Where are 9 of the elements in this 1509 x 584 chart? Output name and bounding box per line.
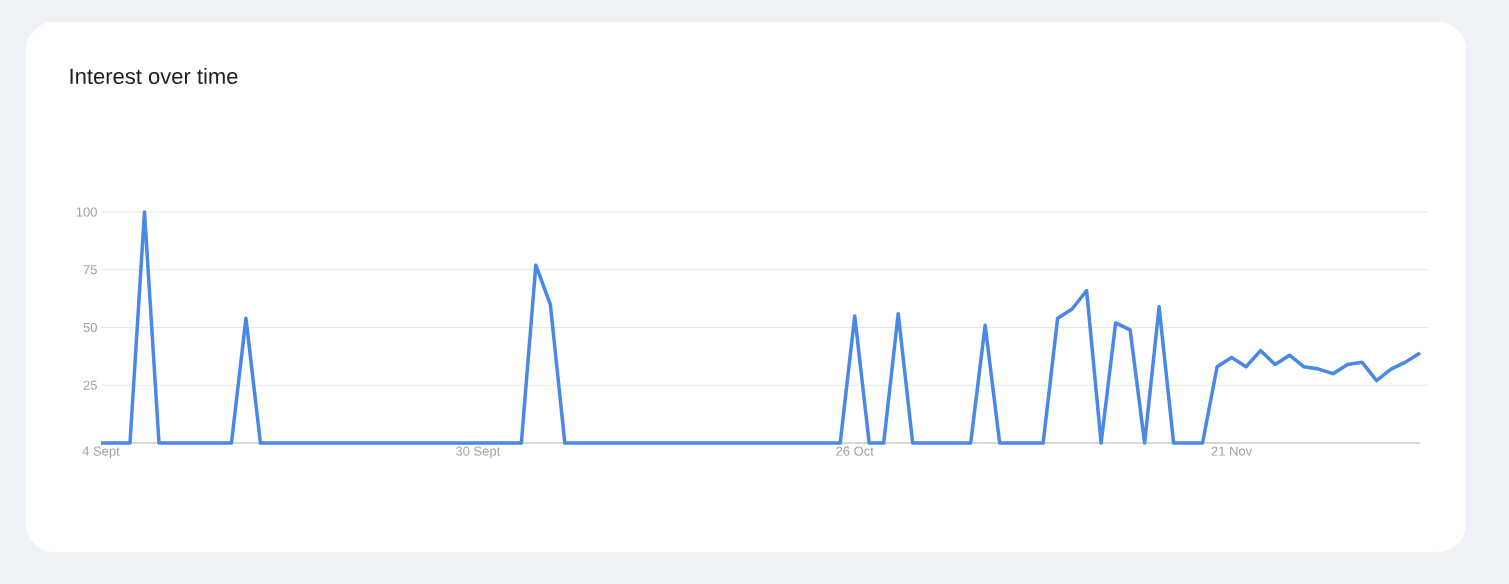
x-tick-label: 30 Sept xyxy=(455,446,501,459)
x-tick-label: 26 Oct xyxy=(836,446,874,456)
y-tick-label: 75 xyxy=(83,265,97,275)
y-tick-label: 50 xyxy=(83,322,97,333)
chart-title: Interest over time xyxy=(70,67,238,85)
y-tick-label: 100 xyxy=(76,207,97,217)
y-tick-label: 25 xyxy=(83,380,97,390)
x-tick-label: 21 Nov xyxy=(1211,446,1253,456)
x-tick-label: 4 Sept xyxy=(82,446,120,459)
